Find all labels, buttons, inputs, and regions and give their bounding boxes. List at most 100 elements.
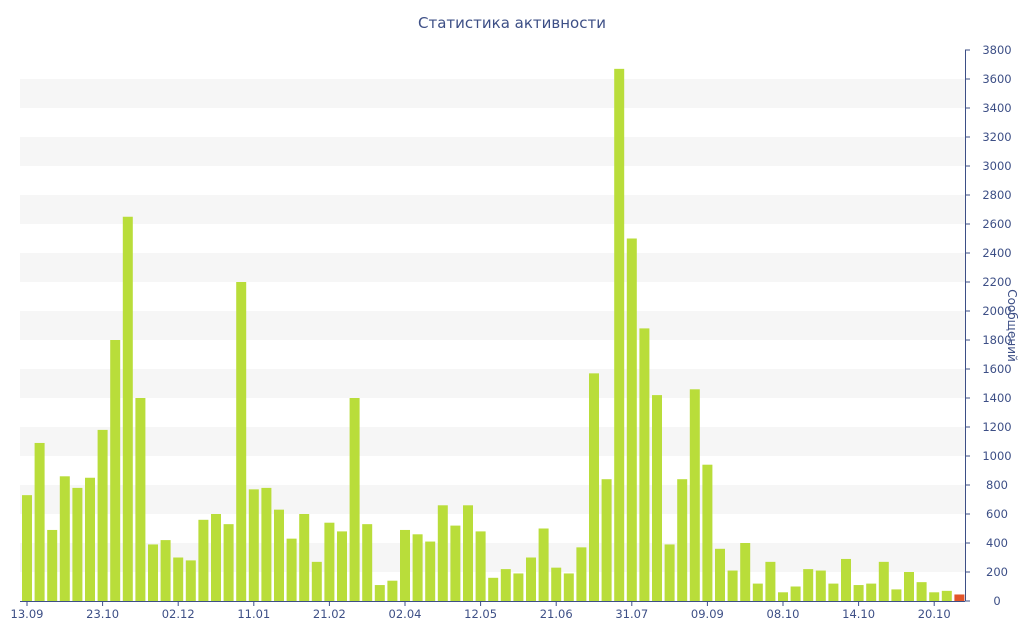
bar xyxy=(513,573,524,601)
y-axis-title: Сообщений xyxy=(1005,289,1019,362)
bar xyxy=(223,524,234,601)
bar xyxy=(778,592,788,601)
bar xyxy=(878,561,889,601)
grid-band xyxy=(20,369,965,398)
bar xyxy=(261,487,272,601)
y-tick-label: 0 xyxy=(993,594,1000,608)
x-tick-label: 11.01 xyxy=(237,607,270,621)
bar xyxy=(790,586,801,601)
bar xyxy=(362,524,373,601)
bar xyxy=(211,514,221,601)
bar xyxy=(160,540,171,601)
bar xyxy=(110,340,121,601)
bar xyxy=(626,238,637,601)
bar xyxy=(97,429,108,601)
bar xyxy=(828,583,839,601)
bar xyxy=(639,328,650,601)
bar xyxy=(765,561,776,601)
bar xyxy=(702,464,713,601)
bar xyxy=(475,531,486,601)
bar xyxy=(425,541,436,601)
x-tick-label: 13.09 xyxy=(11,607,44,621)
bar xyxy=(904,572,914,601)
bar xyxy=(803,569,814,601)
bar xyxy=(916,582,927,601)
bar xyxy=(664,544,675,601)
bar xyxy=(324,522,335,601)
bar xyxy=(135,398,146,601)
bar xyxy=(286,538,297,601)
bar xyxy=(563,573,574,601)
y-tick-label: 3000 xyxy=(982,159,1011,173)
bar xyxy=(85,477,95,601)
bar xyxy=(185,560,196,601)
bar xyxy=(34,442,45,601)
x-tick-label: 31.07 xyxy=(615,607,648,621)
grid-band xyxy=(20,137,965,166)
bar xyxy=(526,557,536,601)
bar xyxy=(652,395,662,601)
y-tick-label: 1000 xyxy=(982,449,1011,463)
bar xyxy=(941,590,952,601)
bar xyxy=(752,583,763,601)
y-tick-label: 3200 xyxy=(982,130,1011,144)
y-tick-label: 600 xyxy=(986,507,1008,521)
chart-title: Статистика активности xyxy=(418,14,606,32)
x-tick-label: 14.10 xyxy=(842,607,875,621)
bar xyxy=(387,580,398,601)
bar xyxy=(248,489,259,601)
bar xyxy=(601,479,612,601)
y-tick-label: 800 xyxy=(986,478,1008,492)
bar xyxy=(589,373,599,601)
bar xyxy=(437,505,448,601)
y-tick-label: 2200 xyxy=(982,275,1011,289)
x-tick-label: 21.02 xyxy=(313,607,346,621)
bar xyxy=(853,585,864,601)
bar-current xyxy=(954,594,965,601)
bar xyxy=(891,589,902,601)
bar xyxy=(450,525,461,601)
x-tick-label: 09.09 xyxy=(691,607,724,621)
bar xyxy=(841,558,851,601)
y-tick-label: 3800 xyxy=(982,43,1011,57)
bar xyxy=(47,529,58,601)
grid-band xyxy=(20,195,965,224)
bar xyxy=(576,547,587,601)
bar xyxy=(374,585,385,601)
bar xyxy=(236,282,247,601)
y-tick-label: 3400 xyxy=(982,101,1011,115)
bar xyxy=(148,544,158,601)
bar xyxy=(59,476,70,601)
y-tick-label: 3600 xyxy=(982,72,1011,86)
y-tick-label: 1600 xyxy=(982,362,1011,376)
bar xyxy=(412,534,423,601)
bar xyxy=(488,577,499,601)
bar xyxy=(173,557,184,601)
y-tick-label: 2800 xyxy=(982,188,1011,202)
bar xyxy=(337,531,347,601)
x-tick-label: 12.05 xyxy=(464,607,497,621)
grid-band xyxy=(20,79,965,108)
bar xyxy=(22,495,32,601)
grid-band xyxy=(20,311,965,340)
bar xyxy=(727,570,738,601)
bar xyxy=(740,543,751,601)
bar xyxy=(614,68,625,602)
bar xyxy=(122,216,133,601)
grid-band xyxy=(20,485,965,514)
bar xyxy=(715,548,725,601)
y-tick-label: 200 xyxy=(986,565,1008,579)
y-tick-label: 1400 xyxy=(982,391,1011,405)
y-tick-label: 1800 xyxy=(982,333,1011,347)
x-tick-label: 20.10 xyxy=(918,607,951,621)
bar xyxy=(349,398,360,601)
bar xyxy=(677,479,688,601)
x-tick-label: 21.06 xyxy=(540,607,573,621)
grid-band xyxy=(20,253,965,282)
y-tick-label: 1200 xyxy=(982,420,1011,434)
bar xyxy=(311,561,322,601)
y-tick-label: 2400 xyxy=(982,246,1011,260)
x-tick-label: 02.04 xyxy=(389,607,422,621)
